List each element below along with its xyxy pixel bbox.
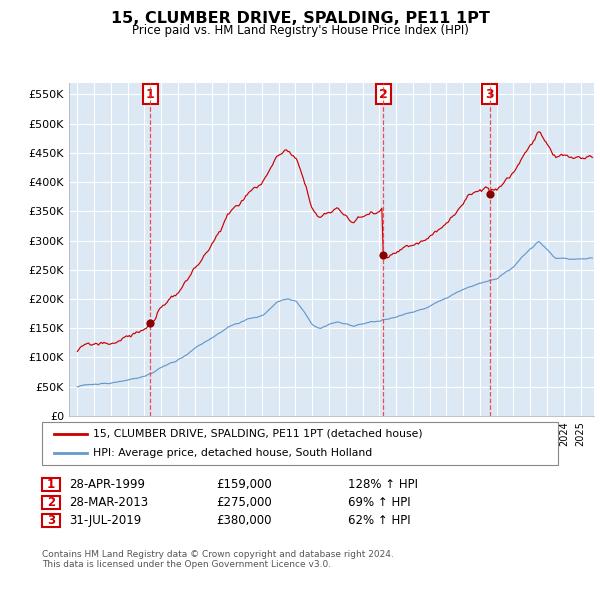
Text: HPI: Average price, detached house, South Holland: HPI: Average price, detached house, Sout…: [93, 448, 372, 458]
Text: 69% ↑ HPI: 69% ↑ HPI: [348, 496, 410, 509]
Text: 2: 2: [47, 496, 55, 509]
Text: Contains HM Land Registry data © Crown copyright and database right 2024.
This d: Contains HM Land Registry data © Crown c…: [42, 550, 394, 569]
Text: 3: 3: [47, 514, 55, 527]
Text: 62% ↑ HPI: 62% ↑ HPI: [348, 514, 410, 527]
Text: 15, CLUMBER DRIVE, SPALDING, PE11 1PT: 15, CLUMBER DRIVE, SPALDING, PE11 1PT: [110, 11, 490, 25]
Text: 2: 2: [379, 87, 388, 101]
Text: 128% ↑ HPI: 128% ↑ HPI: [348, 478, 418, 491]
Text: 28-MAR-2013: 28-MAR-2013: [69, 496, 148, 509]
Text: £380,000: £380,000: [216, 514, 271, 527]
Point: [145, 318, 155, 327]
Text: £275,000: £275,000: [216, 496, 272, 509]
Text: 31-JUL-2019: 31-JUL-2019: [69, 514, 141, 527]
Text: 15, CLUMBER DRIVE, SPALDING, PE11 1PT (detached house): 15, CLUMBER DRIVE, SPALDING, PE11 1PT (d…: [93, 429, 422, 439]
Text: 1: 1: [47, 478, 55, 491]
Text: Price paid vs. HM Land Registry's House Price Index (HPI): Price paid vs. HM Land Registry's House …: [131, 24, 469, 37]
Text: 1: 1: [146, 87, 154, 101]
Point: [485, 189, 494, 198]
Text: 3: 3: [485, 87, 494, 101]
Point: [379, 250, 388, 260]
Text: £159,000: £159,000: [216, 478, 272, 491]
Text: 28-APR-1999: 28-APR-1999: [69, 478, 145, 491]
